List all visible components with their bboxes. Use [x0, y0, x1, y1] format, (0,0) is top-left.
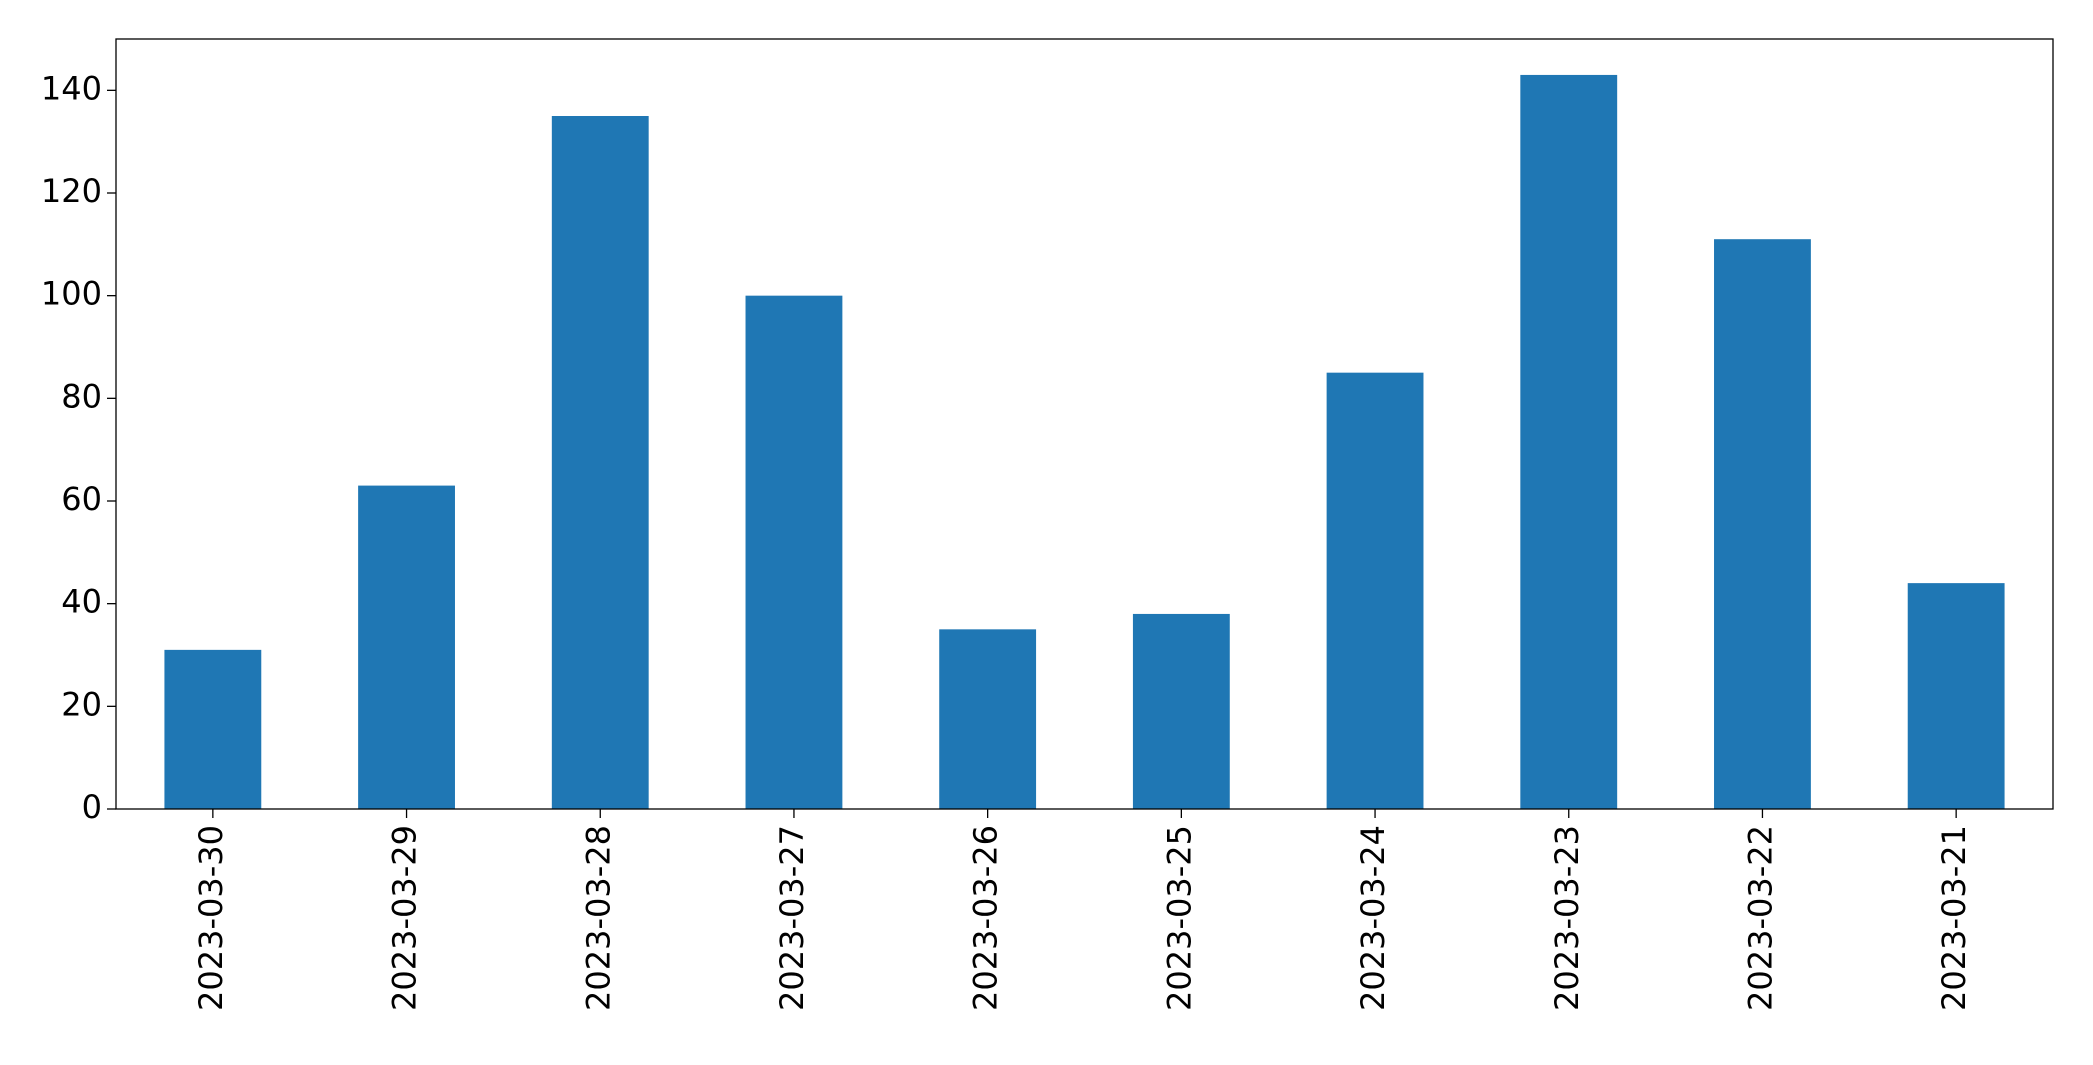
x-tick-label: 2023-03-25 — [1160, 825, 1198, 1011]
x-tick-label: 2023-03-23 — [1548, 825, 1586, 1011]
y-tick-label: 60 — [61, 480, 102, 518]
y-tick-label: 20 — [61, 685, 102, 723]
bar — [745, 295, 843, 810]
bar — [1132, 613, 1230, 809]
bar — [358, 485, 455, 809]
y-tick-label: 0 — [82, 788, 102, 826]
x-tick-label: 2023-03-27 — [773, 825, 811, 1011]
y-tick-label: 80 — [61, 377, 102, 415]
x-tick-label: 2023-03-29 — [386, 825, 424, 1011]
plot-frame — [115, 38, 2054, 810]
y-tick-label: 140 — [41, 69, 102, 107]
bar — [1714, 239, 1811, 809]
x-tick-label: 2023-03-30 — [192, 825, 230, 1011]
bar — [939, 629, 1037, 809]
y-tick-label: 40 — [61, 583, 102, 621]
y-tick-label: 120 — [41, 172, 102, 210]
bar — [1520, 74, 1618, 809]
x-tick-label: 2023-03-24 — [1354, 825, 1392, 1011]
x-tick-label: 2023-03-22 — [1741, 825, 1779, 1011]
bar — [1907, 583, 2005, 809]
x-tick-label: 2023-03-26 — [967, 825, 1005, 1011]
bar — [1326, 372, 1424, 809]
y-tick-label: 100 — [41, 275, 102, 313]
x-tick-label: 2023-03-21 — [1935, 825, 1973, 1011]
x-tick-label: 2023-03-28 — [579, 825, 617, 1011]
bar — [551, 116, 649, 809]
bar — [164, 649, 262, 809]
